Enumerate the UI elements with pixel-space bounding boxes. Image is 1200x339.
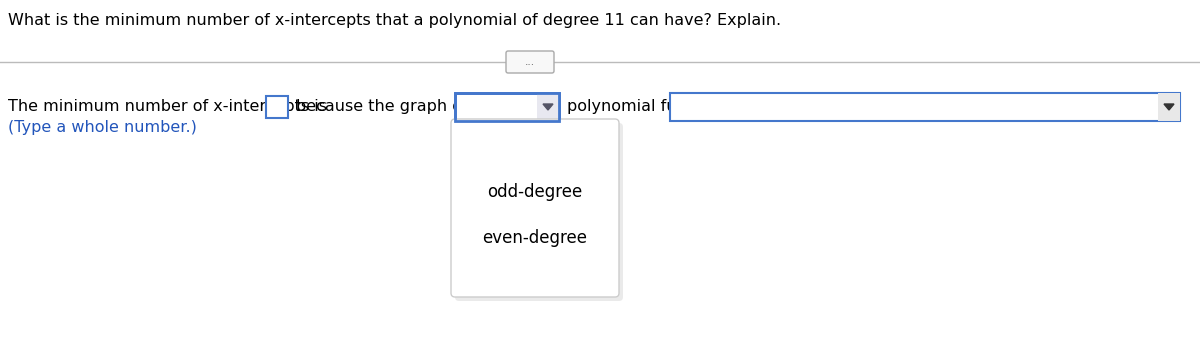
Text: even-degree: even-degree (482, 229, 588, 247)
FancyBboxPatch shape (266, 96, 288, 118)
FancyBboxPatch shape (455, 93, 559, 121)
FancyBboxPatch shape (455, 123, 623, 301)
FancyBboxPatch shape (538, 93, 559, 121)
FancyBboxPatch shape (506, 51, 554, 73)
FancyBboxPatch shape (1158, 93, 1180, 121)
Text: What is the minimum number of x-intercepts that a polynomial of degree 11 can ha: What is the minimum number of x-intercep… (8, 13, 781, 28)
Text: because the graph of an: because the graph of an (296, 100, 493, 115)
FancyBboxPatch shape (670, 93, 1180, 121)
Text: The minimum number of x-intercepts is: The minimum number of x-intercepts is (8, 100, 326, 115)
Polygon shape (1164, 104, 1174, 110)
Text: (Type a whole number.): (Type a whole number.) (8, 120, 197, 135)
Text: polynomial function: polynomial function (568, 100, 726, 115)
Polygon shape (542, 104, 553, 110)
Text: odd-degree: odd-degree (487, 183, 583, 201)
Text: ...: ... (524, 57, 535, 67)
FancyBboxPatch shape (451, 119, 619, 297)
